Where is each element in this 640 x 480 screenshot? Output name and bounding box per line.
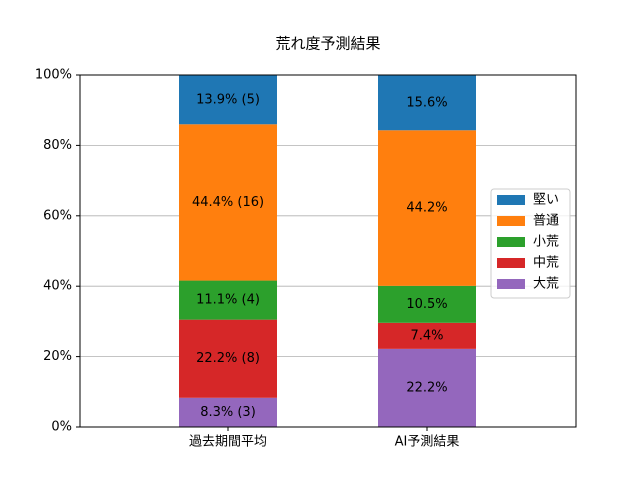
legend-label: 普通 — [533, 214, 559, 229]
bar-segment — [378, 130, 476, 286]
bar-segment — [179, 124, 277, 281]
bar-segment — [378, 322, 476, 349]
plot-frame — [79, 74, 577, 428]
bar-segment — [179, 75, 277, 125]
chart-title: 荒れ度予測結果 — [275, 35, 380, 53]
y-tick-label: 60% — [43, 208, 72, 223]
y-tick-label: 0% — [51, 420, 72, 435]
x-tick-label: 過去期間平均 — [189, 435, 267, 450]
legend-swatch — [497, 279, 525, 289]
legend-swatch — [497, 216, 525, 226]
value-label: 44.2% — [406, 201, 447, 216]
x-tick-label: AI予測結果 — [395, 435, 460, 450]
value-label: 13.9% (5) — [196, 92, 260, 107]
legend-swatch — [497, 237, 525, 247]
value-label: 22.2% — [406, 380, 447, 395]
y-tick-label: 40% — [43, 279, 72, 294]
y-tick-label: 100% — [35, 68, 72, 83]
bar-segment — [179, 280, 277, 320]
value-label: 15.6% — [406, 95, 447, 110]
y-tick-label: 20% — [43, 349, 72, 364]
value-label: 8.3% (3) — [200, 405, 256, 420]
value-label: 22.2% (8) — [196, 351, 260, 366]
bar-segment — [378, 285, 476, 323]
legend-label: 小荒 — [533, 235, 559, 250]
value-label: 10.5% — [406, 297, 447, 312]
value-label: 7.4% — [410, 328, 443, 343]
value-label: 44.4% (16) — [192, 195, 264, 210]
legend-label: 大荒 — [533, 277, 559, 292]
legend-label: 堅い — [533, 193, 559, 208]
value-label: 11.1% (4) — [196, 293, 260, 308]
legend-swatch — [497, 258, 525, 268]
legend-label: 中荒 — [533, 256, 559, 271]
bar-segment — [378, 348, 476, 427]
bar-segment — [179, 397, 277, 427]
y-tick-label: 80% — [43, 138, 72, 153]
bar-segment — [378, 75, 476, 131]
legend-swatch — [497, 195, 525, 205]
bar-segment — [179, 319, 277, 398]
